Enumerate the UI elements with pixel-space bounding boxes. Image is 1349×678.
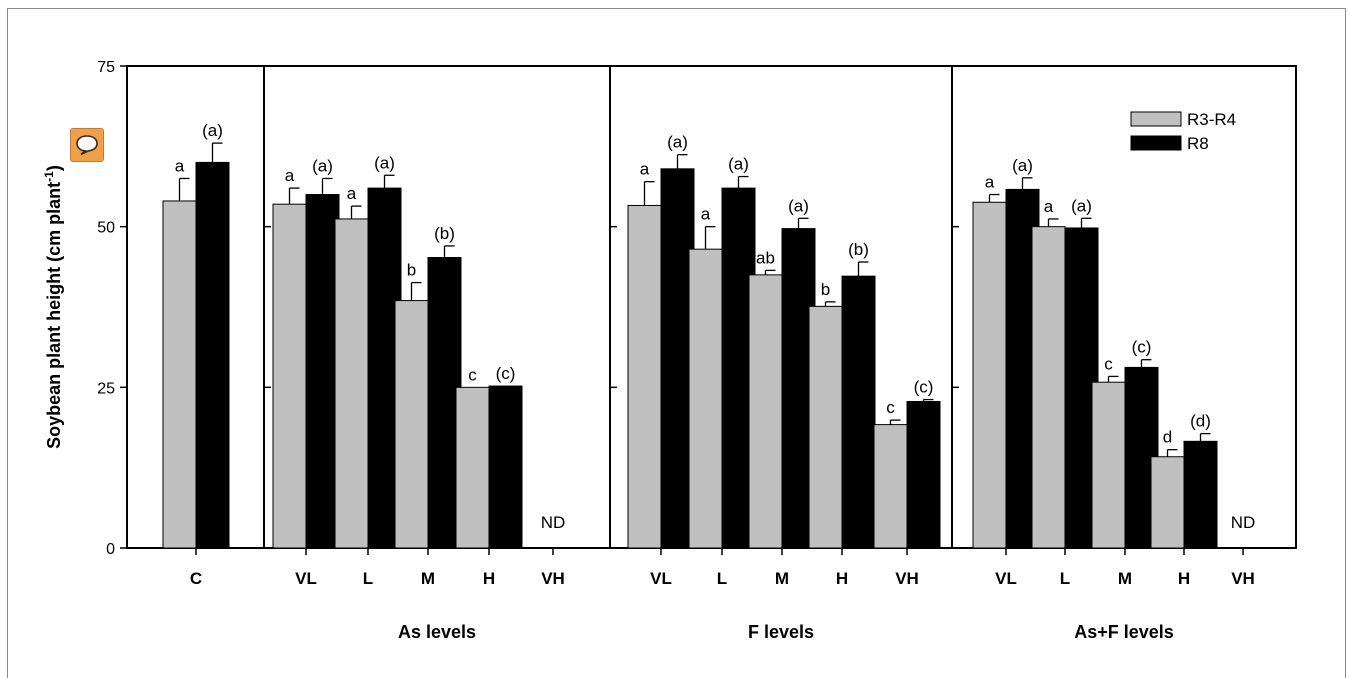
x-tick-label: M — [775, 569, 789, 588]
significance-label: (b) — [848, 240, 869, 259]
bar-r3-r4 — [455, 386, 490, 549]
bar-r8 — [841, 275, 876, 549]
significance-label: a — [175, 156, 185, 175]
bar-r3-r4 — [972, 201, 1007, 549]
significance-label: (a) — [312, 156, 333, 175]
bar-r8 — [1183, 440, 1218, 549]
bar-r3-r4 — [1091, 381, 1126, 549]
bar-r3-r4 — [1150, 456, 1185, 549]
significance-label: (a) — [374, 153, 395, 172]
bar-r3-r4 — [1031, 226, 1066, 549]
chart-bars — [162, 142, 1218, 549]
bar-r3-r4 — [272, 203, 307, 549]
significance-label: (a) — [788, 196, 809, 215]
y-tick-label: 50 — [97, 220, 115, 237]
significance-label: a — [701, 205, 711, 224]
bar-r3-r4 — [162, 200, 197, 549]
significance-label: b — [407, 261, 416, 280]
legend-swatch-r3-r4 — [1130, 111, 1182, 127]
nd-label: ND — [541, 513, 566, 532]
x-tick-label: H — [483, 569, 495, 588]
significance-label: (c) — [1132, 338, 1152, 357]
significance-label: a — [640, 160, 650, 179]
x-tick-label: H — [836, 569, 848, 588]
group-label: As levels — [398, 622, 476, 642]
bar-r3-r4 — [873, 424, 908, 549]
comment-button[interactable] — [70, 128, 104, 162]
significance-label: c — [468, 365, 477, 384]
legend: R3-R4 R8 — [1130, 110, 1236, 153]
x-tick-label: VL — [995, 569, 1017, 588]
group-label: F levels — [748, 622, 814, 642]
bar-r3-r4 — [334, 218, 369, 549]
x-tick-label: L — [717, 569, 727, 588]
x-tick-label: VH — [895, 569, 919, 588]
legend-label: R8 — [1187, 134, 1209, 153]
y-axis-label: Soybean plant height (cm plant-1) — [42, 165, 64, 449]
nd-label: ND — [1231, 513, 1256, 532]
significance-label: (a) — [202, 121, 223, 140]
x-tick-label: M — [421, 569, 435, 588]
significance-label: c — [1104, 354, 1113, 373]
group-label: As+F levels — [1074, 622, 1174, 642]
bar-r3-r4 — [394, 300, 429, 549]
significance-label: a — [985, 173, 995, 192]
x-tick-label: L — [1060, 569, 1070, 588]
significance-label: a — [285, 166, 295, 185]
x-tick-label: M — [1118, 569, 1132, 588]
x-tick-label: VL — [295, 569, 317, 588]
legend-label: R3-R4 — [1187, 110, 1236, 129]
significance-label: (a) — [1012, 156, 1033, 175]
significance-label: c — [886, 398, 895, 417]
significance-label: a — [347, 184, 357, 203]
chart-labels: As levels F levels As+F levels Ca (a) VL a (a) L… — [175, 121, 1256, 642]
bar-r8 — [195, 161, 230, 549]
bar-r3-r4 — [748, 274, 783, 549]
bar-r8 — [305, 194, 340, 549]
x-tick-label: C — [190, 569, 202, 588]
bar-r3-r4 — [688, 248, 723, 549]
significance-label: (d) — [1190, 412, 1211, 431]
bar-r8 — [906, 400, 941, 549]
bar-r8 — [488, 385, 523, 549]
x-tick-label: VH — [541, 569, 565, 588]
figure-frame — [7, 8, 1346, 678]
y-tick-label: 0 — [106, 541, 115, 558]
significance-label: (a) — [1071, 196, 1092, 215]
significance-label: a — [1044, 197, 1054, 216]
x-tick-label: VH — [1231, 569, 1255, 588]
significance-label: (c) — [914, 378, 934, 397]
significance-label: (a) — [728, 155, 749, 174]
significance-label: ab — [756, 248, 775, 267]
y-tick-label: 25 — [97, 380, 115, 397]
bar-r3-r4 — [808, 305, 843, 549]
speech-bubble-icon — [76, 135, 98, 156]
bar-r3-r4 — [627, 204, 662, 549]
x-tick-label: H — [1178, 569, 1190, 588]
x-tick-label: VL — [650, 569, 672, 588]
significance-label: d — [1163, 428, 1172, 447]
significance-label: (c) — [496, 364, 516, 383]
x-tick-label: L — [363, 569, 373, 588]
significance-label: b — [821, 280, 830, 299]
significance-label: (b) — [434, 224, 455, 243]
y-tick-label: 75 — [97, 59, 115, 76]
significance-label: (a) — [667, 133, 688, 152]
legend-swatch-r8 — [1130, 135, 1182, 151]
